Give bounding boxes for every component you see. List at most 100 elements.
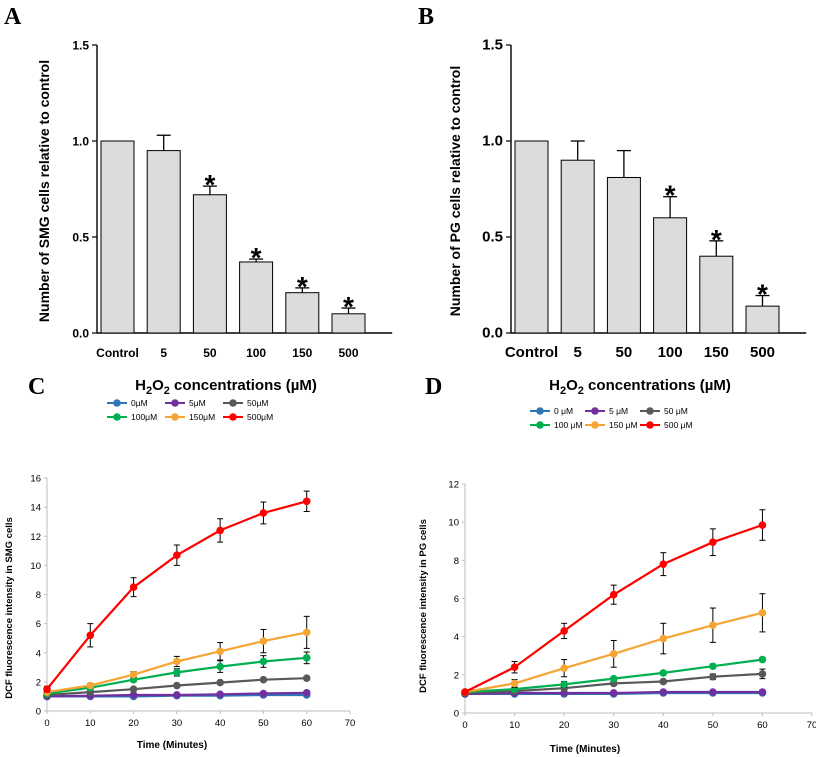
x-tick-label: 50 — [258, 718, 269, 729]
panel-label-b: B — [418, 4, 434, 30]
chart-d: 0 2 4 6 8 10 12 0 10 20 30 40 50 60 70 0 μM 5 μM 50 μM 100… — [448, 406, 816, 731]
significance-star-2: * — [204, 169, 215, 200]
y-tick-label: 1.5 — [72, 39, 89, 53]
x-tick-label: 10 — [85, 718, 96, 729]
data-point — [758, 688, 767, 696]
y-tick-label: 8 — [454, 556, 459, 567]
x-tick-label: 70 — [807, 720, 816, 731]
y-tick-label: 4 — [454, 632, 459, 643]
data-point — [259, 689, 268, 698]
data-point — [216, 647, 224, 656]
x-tick-label: 40 — [658, 720, 669, 731]
y-tick-label: 0.0 — [482, 325, 503, 342]
data-point — [659, 669, 668, 677]
data-point — [173, 691, 181, 699]
legend-marker-5 — [229, 413, 237, 421]
significance-star-4: * — [297, 271, 308, 302]
data-point — [758, 521, 767, 529]
data-point — [216, 526, 224, 535]
legend-label-1: 5 μM — [609, 406, 628, 416]
data-point — [659, 677, 668, 686]
x-tick-label: 500 — [750, 344, 775, 361]
chart-d-ylabel: DCF fluorescence intensity in PG cells — [418, 519, 429, 693]
legend-marker-1 — [171, 399, 179, 407]
y-tick-label: 4 — [36, 648, 41, 659]
legend-marker-3 — [536, 421, 544, 429]
significance-star-4: * — [711, 224, 722, 255]
x-tick-label: 30 — [608, 720, 619, 731]
data-point — [216, 662, 224, 671]
legend-marker-0 — [113, 399, 121, 407]
bar-1 — [146, 150, 181, 334]
data-point — [560, 664, 568, 672]
legend-label-4: 150 μM — [609, 420, 638, 430]
legend-marker-0 — [536, 407, 544, 415]
legend-label-2: 50 μM — [664, 406, 688, 416]
chart-a-ylabel: Number of SMG cells relative to control — [36, 60, 52, 322]
significance-star-5: * — [343, 291, 354, 322]
y-tick-label: 6 — [454, 594, 459, 605]
x-tick-label: 100 — [658, 344, 683, 361]
x-tick-label: 60 — [757, 720, 768, 731]
legend-marker-4 — [591, 421, 599, 429]
data-point — [609, 590, 618, 599]
data-point — [129, 670, 138, 679]
x-tick-label: 0 — [462, 720, 467, 731]
bar-5 — [745, 305, 780, 334]
data-point — [43, 685, 51, 693]
x-tick-label: 150 — [704, 344, 729, 361]
data-point — [86, 631, 95, 640]
y-tick-label: 2 — [454, 670, 459, 681]
data-point — [758, 670, 767, 678]
y-tick-label: 1.0 — [72, 135, 89, 149]
legend-label-3: 100μM — [131, 412, 157, 422]
x-tick-label: 50 — [708, 720, 719, 731]
x-tick-label: 50 — [616, 344, 633, 361]
bar-1 — [560, 159, 595, 334]
y-tick-label: 16 — [30, 474, 41, 485]
x-tick-label: 20 — [559, 720, 570, 731]
data-point — [709, 672, 717, 681]
y-tick-label: 1.0 — [482, 133, 503, 150]
chart-a-xlabel: H2O2 concentrations (µM) — [135, 377, 317, 397]
significance-star-3: * — [665, 180, 676, 211]
data-point — [709, 621, 717, 630]
x-tick-label: 500 — [338, 346, 358, 360]
bar-0 — [100, 140, 135, 334]
data-point — [659, 634, 668, 643]
legend-label-5: 500μM — [247, 412, 273, 422]
data-point — [609, 650, 618, 658]
data-point — [709, 662, 717, 671]
x-tick-label: 10 — [509, 720, 520, 731]
data-point — [510, 679, 519, 688]
data-point — [259, 675, 268, 684]
x-tick-label: Control — [96, 346, 139, 360]
data-point — [302, 654, 311, 662]
data-point — [302, 497, 311, 506]
chart-c-xlabel: Time (Minutes) — [137, 740, 207, 751]
x-tick-label: 30 — [172, 718, 183, 729]
legend-label-3: 100 μM — [554, 420, 583, 430]
data-point — [659, 560, 668, 568]
legend-label-2: 50μM — [247, 398, 268, 408]
y-tick-label: 0.5 — [72, 231, 89, 245]
legend-label-0: 0 μM — [554, 406, 573, 416]
x-tick-label: 40 — [215, 718, 226, 729]
data-point — [560, 627, 568, 635]
data-point — [173, 551, 181, 559]
bar-2 — [192, 194, 227, 334]
data-point — [609, 674, 618, 683]
data-point — [302, 674, 311, 683]
bar-0 — [514, 140, 549, 334]
data-point — [758, 655, 767, 664]
chart-c: 0 2 4 6 8 10 12 14 16 0 10 20 30 40 50 60 70 0μM 5μM 50μM 10… — [30, 398, 355, 729]
legend-marker-1 — [591, 407, 599, 415]
chart-d-xlabel: Time (Minutes) — [550, 744, 620, 755]
data-point — [173, 668, 181, 677]
legend-label-5: 500 μM — [664, 420, 693, 430]
data-point — [461, 688, 469, 696]
x-tick-label: 100 — [246, 346, 266, 360]
y-tick-label: 8 — [36, 590, 41, 601]
significance-star-5: * — [757, 279, 768, 310]
y-tick-label: 0.5 — [482, 229, 503, 246]
